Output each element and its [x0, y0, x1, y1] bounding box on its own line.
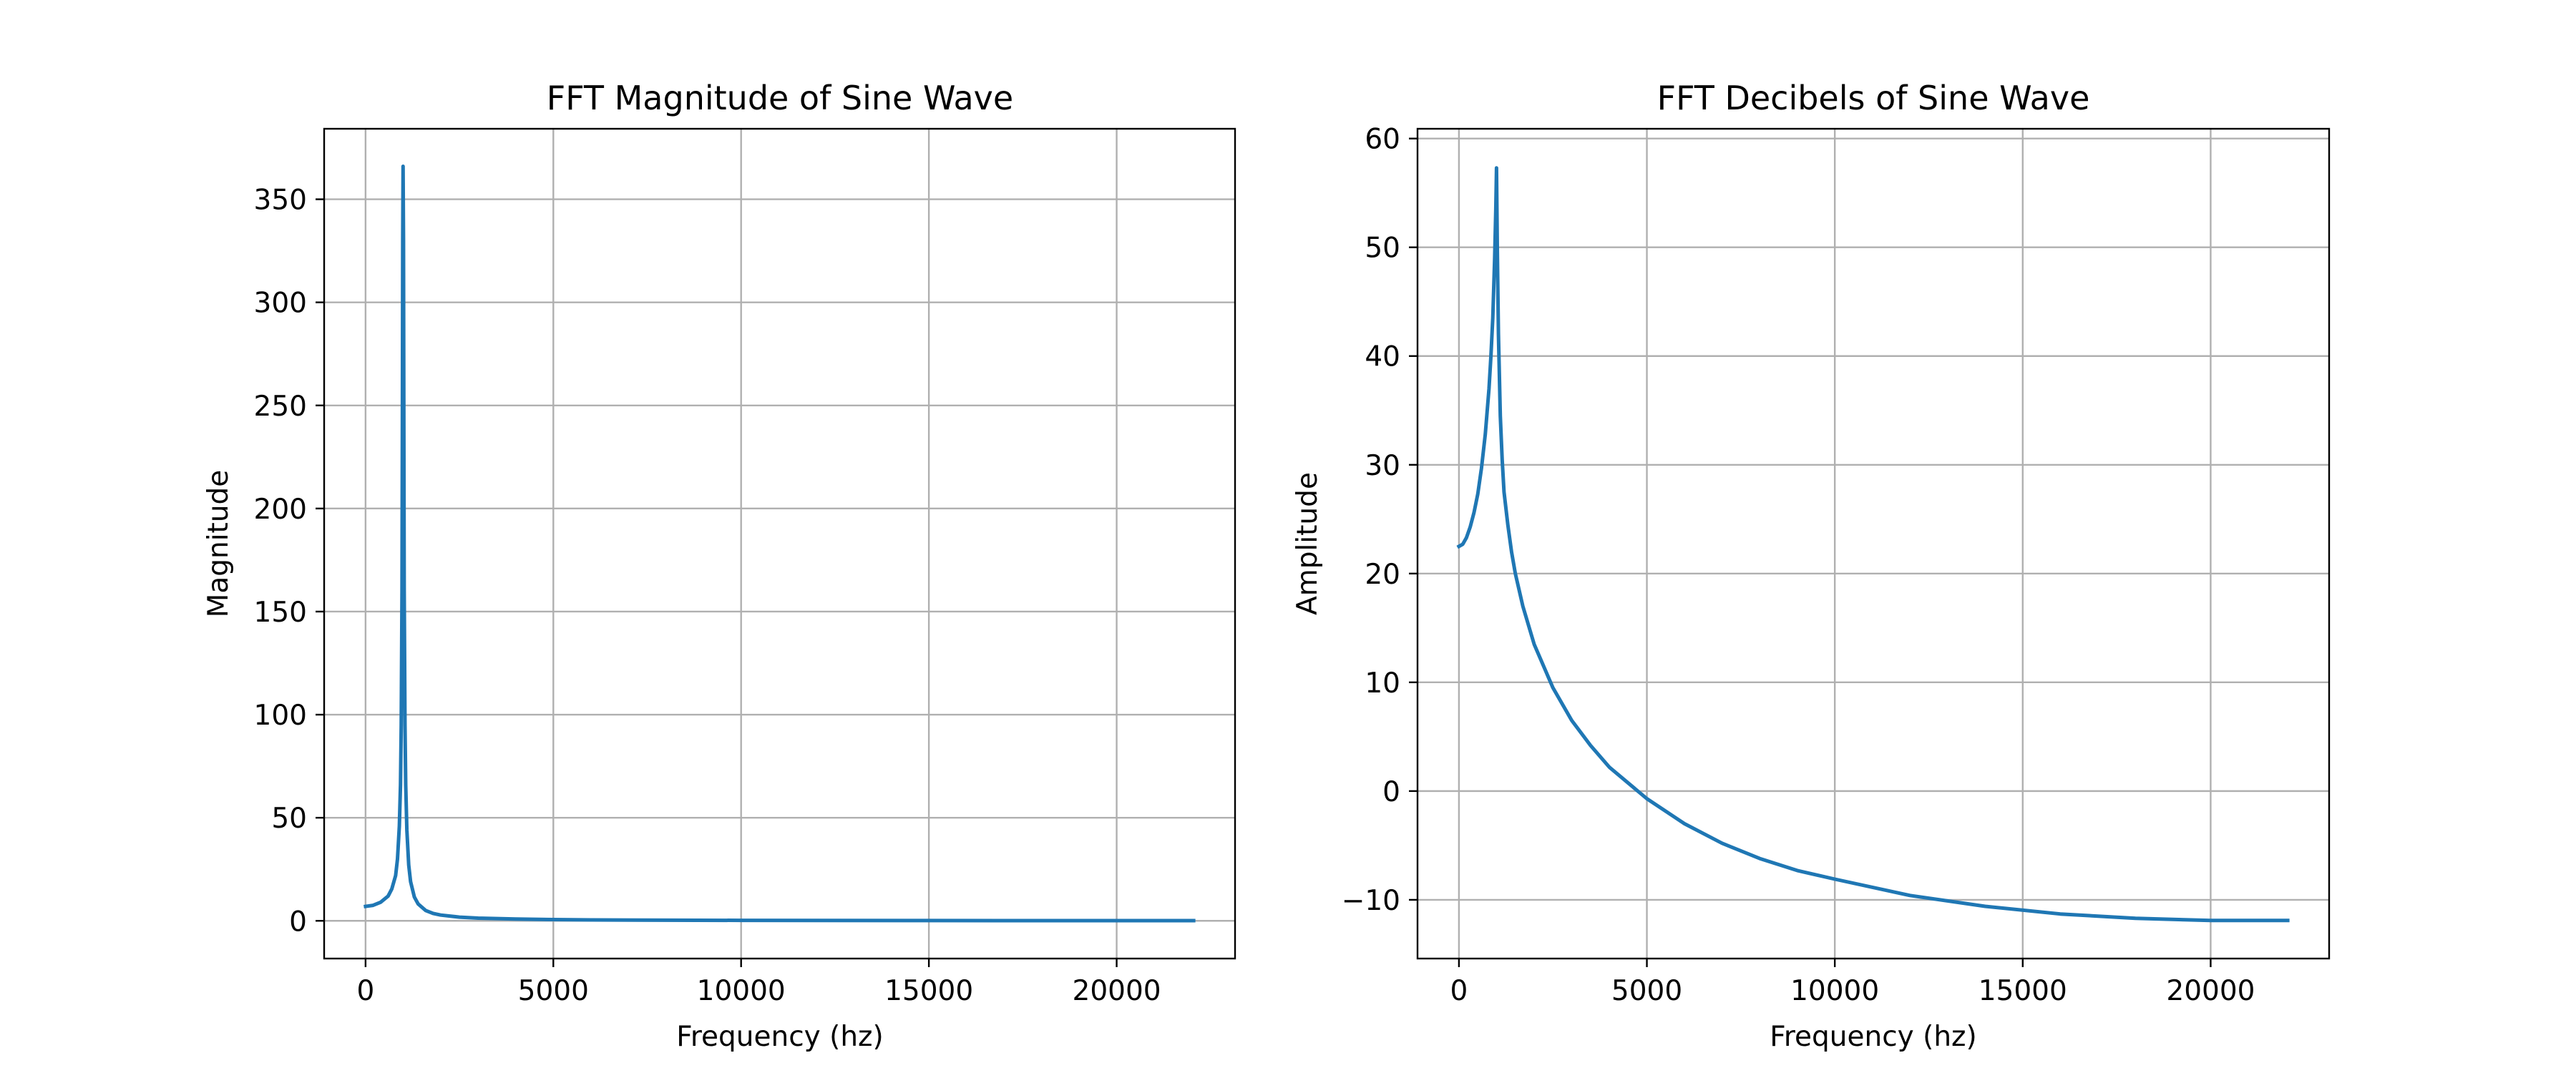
magnitude-y-tick-label: 300 — [254, 288, 307, 320]
decibels-x-axis-label: Frequency (hz) — [1770, 1021, 1977, 1053]
magnitude-y-axis-label: Magnitude — [203, 470, 235, 618]
decibels-series-line — [1456, 166, 2290, 923]
magnitude-x-tick-label: 10000 — [697, 975, 786, 1007]
magnitude-x-tick-label: 0 — [356, 975, 374, 1007]
magnitude-y-ticks: 0 50 100 150 200 250 300 350 — [254, 185, 324, 938]
decibels-y-tick-label: 60 — [1365, 124, 1400, 156]
magnitude-x-tick-label: 20000 — [1073, 975, 1161, 1007]
magnitude-x-axis-label: Frequency (hz) — [676, 1021, 884, 1053]
decibels-series — [1456, 166, 2290, 923]
magnitude-chart: FFT Magnitude of Sine Wave 0 5000 10000 150… — [203, 79, 1236, 1053]
decibels-x-tick-label: 15000 — [1979, 975, 2067, 1007]
decibels-x-ticks: 0 5000 10000 15000 20000 — [1450, 959, 2255, 1007]
magnitude-chart-title: FFT Magnitude of Sine Wave — [547, 79, 1013, 117]
decibels-y-tick-label: 40 — [1365, 341, 1400, 373]
decibels-y-tick-label: 10 — [1365, 667, 1400, 700]
magnitude-x-tick-label: 5000 — [518, 975, 589, 1007]
decibels-plot-frame — [1416, 127, 2331, 960]
magnitude-y-tick-label: 150 — [254, 597, 307, 629]
decibels-y-tick-label: −10 — [1342, 885, 1400, 917]
decibels-x-tick-label: 5000 — [1611, 975, 1682, 1007]
decibels-grid — [1418, 129, 2329, 959]
decibels-y-tick-label: 20 — [1365, 559, 1400, 591]
magnitude-plot-frame — [323, 127, 1236, 960]
decibels-chart-title: FFT Decibels of Sine Wave — [1657, 79, 2090, 117]
magnitude-series — [364, 165, 1196, 923]
decibels-y-tick-label: 50 — [1365, 232, 1400, 265]
magnitude-y-tick-label: 50 — [271, 803, 307, 835]
magnitude-x-tick-label: 15000 — [884, 975, 973, 1007]
magnitude-series-line — [364, 165, 1196, 923]
magnitude-y-tick-label: 100 — [254, 700, 307, 732]
magnitude-x-ticks: 0 5000 10000 15000 20000 — [356, 959, 1161, 1007]
decibels-y-tick-label: 30 — [1365, 450, 1400, 482]
decibels-x-tick-label: 10000 — [1790, 975, 1879, 1007]
decibels-y-ticks: −10 0 10 20 30 40 50 60 — [1342, 124, 1418, 917]
magnitude-y-tick-label: 0 — [289, 906, 307, 938]
magnitude-y-tick-label: 250 — [254, 391, 307, 423]
decibels-y-axis-label: Amplitude — [1292, 472, 1324, 615]
magnitude-y-tick-label: 350 — [254, 185, 307, 217]
decibels-x-tick-label: 20000 — [2166, 975, 2255, 1007]
decibels-x-tick-label: 0 — [1450, 975, 1468, 1007]
magnitude-y-tick-label: 200 — [254, 494, 307, 526]
magnitude-grid — [324, 129, 1235, 959]
decibels-chart: FFT Decibels of Sine Wave 0 5000 10000 1500… — [1292, 79, 2331, 1053]
decibels-y-tick-label: 0 — [1382, 776, 1400, 808]
